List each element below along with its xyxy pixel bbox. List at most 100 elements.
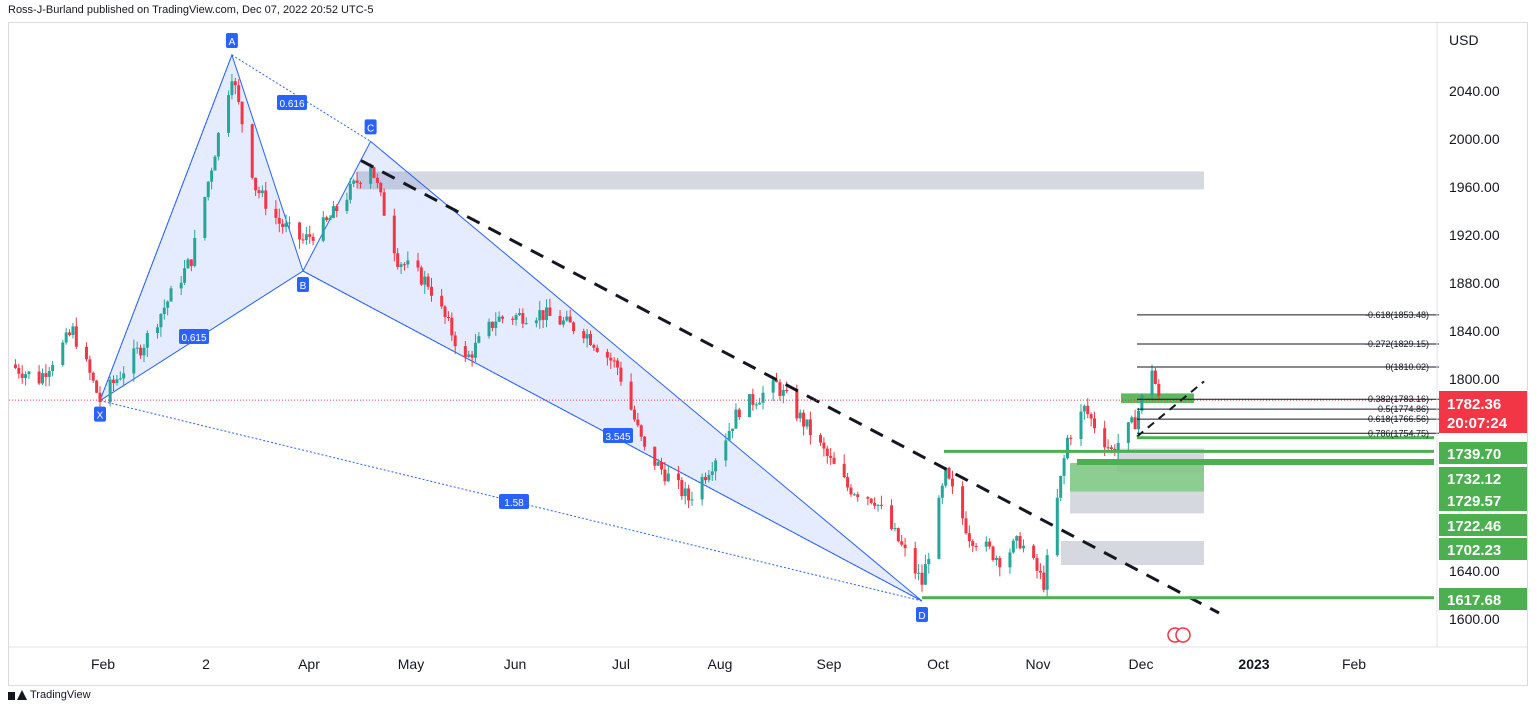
candle-body: [426, 276, 430, 287]
candle-body: [585, 334, 589, 339]
candle-body: [95, 380, 99, 393]
candle-body: [467, 354, 471, 357]
candle-body: [287, 222, 291, 224]
candle-body: [162, 307, 166, 314]
candle-body: [829, 455, 833, 458]
candle-body: [632, 409, 636, 420]
price-chart[interactable]: -0.618(1853.48) -0.272(1829.15) 0(1810.02)…: [9, 23, 1527, 685]
candle-body: [118, 378, 122, 380]
candle-body: [335, 206, 339, 212]
candle-body: [379, 182, 383, 193]
x-tick-label: Aug: [708, 656, 733, 672]
candle-body: [237, 85, 241, 102]
candle-body: [1116, 442, 1120, 453]
candle-body: [609, 357, 613, 361]
candle-body: [108, 379, 112, 403]
chart-panel[interactable]: -0.618(1853.48) -0.272(1829.15) 0(1810.02)…: [8, 22, 1528, 686]
candle-body: [264, 190, 268, 209]
currency-label: USD: [1449, 32, 1479, 48]
y-tick-label: 1800.00: [1449, 371, 1500, 387]
candle-body: [497, 316, 501, 322]
x-tick-label: 2: [202, 656, 210, 672]
us-flag-event-icon[interactable]: [1167, 627, 1191, 643]
candle-body: [1038, 570, 1042, 573]
candle-body: [1153, 370, 1157, 385]
candle-body: [216, 132, 220, 157]
candle-body: [913, 548, 917, 574]
price-level-label: 1722.46: [1447, 518, 1501, 535]
candle-body: [903, 544, 907, 549]
candle-body: [348, 183, 352, 200]
candle-body: [260, 190, 264, 194]
fib-level-label: -0.618(1853.48): [1365, 310, 1429, 320]
pattern-point-label: A: [229, 37, 236, 48]
candle-body: [122, 373, 126, 379]
candle-body: [707, 475, 711, 481]
candle-body: [1065, 437, 1069, 459]
candle-body: [643, 436, 647, 447]
candle-body: [524, 323, 528, 325]
candle-body: [1089, 414, 1093, 419]
candle-body: [210, 170, 214, 182]
candle-body: [798, 412, 802, 419]
x-tick-label: Dec: [1129, 656, 1154, 672]
candle-body: [372, 167, 376, 178]
price-level-label: 1739.70: [1447, 446, 1501, 463]
candle-body: [40, 373, 44, 384]
candle-body: [375, 177, 379, 183]
candle-body: [639, 425, 643, 437]
candle-body: [1011, 540, 1015, 553]
candle-body: [382, 192, 386, 216]
candle-body: [91, 372, 95, 381]
candle-body: [440, 295, 444, 307]
candle-body: [112, 379, 116, 383]
candle-body: [1133, 417, 1137, 430]
candle-body: [846, 477, 850, 488]
candle-body: [612, 360, 616, 362]
y-tick-label: 1840.00: [1449, 323, 1500, 339]
candle-body: [1062, 458, 1066, 476]
candle-body: [139, 347, 143, 356]
candle-body: [676, 473, 680, 481]
trendline-down: [360, 159, 1220, 615]
candle-body: [345, 199, 349, 212]
candle-body: [616, 360, 620, 368]
x-tick-label: May: [398, 656, 424, 672]
candle-body: [561, 320, 565, 325]
candle-body: [998, 558, 1002, 568]
candle-body: [974, 546, 978, 548]
candle-body: [74, 326, 78, 347]
candle-body: [704, 476, 708, 481]
candle-body: [988, 541, 992, 547]
candle-body: [656, 461, 660, 466]
y-tick-label: 1920.00: [1449, 227, 1500, 243]
x-tick-label: Oct: [927, 656, 949, 672]
pattern-ratio-label: 1.58: [504, 498, 524, 509]
candle-body: [869, 498, 873, 503]
candle-body: [727, 430, 731, 441]
pattern-ratio-line: [99, 400, 923, 602]
zone-resistance: [357, 171, 1204, 190]
candle-body: [866, 497, 870, 499]
candle-body: [1079, 411, 1083, 440]
candle-body: [416, 260, 420, 268]
candle-body: [731, 428, 735, 431]
candle-body: [64, 332, 68, 343]
candle-body: [873, 502, 877, 506]
candle-body: [517, 313, 521, 316]
candle-body: [281, 223, 285, 227]
current-price-badge: [1439, 391, 1527, 433]
candle-body: [849, 487, 853, 495]
candle-body: [463, 346, 467, 357]
fib-level-label: 0.786(1754.75): [1368, 428, 1429, 438]
candle-body: [653, 446, 657, 466]
candle-body: [68, 332, 72, 336]
candle-body: [514, 315, 518, 320]
candle-body: [737, 409, 741, 418]
candle-body: [521, 313, 525, 324]
event-flag-circle[interactable]: [1175, 627, 1191, 643]
candle-body: [233, 81, 237, 86]
candle-body: [396, 253, 400, 267]
candle-body: [680, 480, 684, 497]
footer-brand[interactable]: TradingView: [8, 689, 91, 701]
